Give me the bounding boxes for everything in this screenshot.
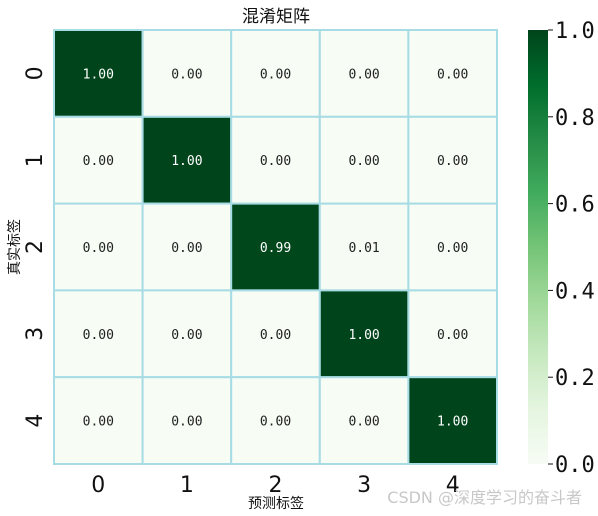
cell-value-label: 0.00 xyxy=(348,415,379,430)
cell-value-label: 0.00 xyxy=(171,241,202,256)
heatmap-cell xyxy=(53,29,144,118)
y-tick-label: 4 xyxy=(23,414,48,428)
x-tick-label: 4 xyxy=(446,473,460,498)
y-tick-label: 0 xyxy=(23,66,48,80)
x-axis-label: 预测标签 xyxy=(248,495,304,512)
x-tick-labels: 0 1 2 3 4 xyxy=(91,473,459,498)
colorbar-tick-label: 0.6 xyxy=(555,193,595,218)
heatmap-cell xyxy=(53,115,144,205)
heatmap-cell xyxy=(407,115,498,205)
y-tick-label: 1 xyxy=(23,153,48,167)
cell-value-label: 0.00 xyxy=(437,241,468,256)
cell-value-label: 0.00 xyxy=(171,328,202,343)
heatmap-cell xyxy=(53,289,144,379)
colorbar xyxy=(528,30,548,464)
cell-value-label: 0.00 xyxy=(83,328,114,343)
x-tick-label: 2 xyxy=(269,473,283,498)
x-tick-label: 0 xyxy=(91,473,105,498)
y-axis-label: 真实标签 xyxy=(6,219,23,275)
colorbar-tick-label: 0.8 xyxy=(555,106,595,131)
colorbar-tick-label: 0.2 xyxy=(555,366,595,391)
cell-value-label: 0.00 xyxy=(437,154,468,169)
cell-value-label: 1.00 xyxy=(437,415,468,430)
cell-value-label: 0.00 xyxy=(437,328,468,343)
cell-value-label: 1.00 xyxy=(171,154,202,169)
cell-value-label: 0.01 xyxy=(348,241,379,256)
y-tick-labels: 0 1 2 3 4 xyxy=(23,66,48,427)
heatmap-cell xyxy=(141,202,233,292)
heatmap-cell xyxy=(230,289,321,379)
cell-value-label: 0.99 xyxy=(260,241,291,256)
heatmap-cell xyxy=(318,289,410,379)
cell-value-label: 0.00 xyxy=(171,67,202,82)
y-tick-label: 2 xyxy=(23,240,48,254)
cell-value-label: 0.00 xyxy=(260,415,291,430)
cell-value-label: 0.00 xyxy=(83,415,114,430)
chart-title: 混淆矩阵 xyxy=(242,7,310,27)
heatmap-cell xyxy=(407,376,498,466)
colorbar-tick-label: 0.0 xyxy=(555,453,595,478)
heatmap-cell xyxy=(53,376,144,466)
heatmap-cell xyxy=(141,289,233,379)
cell-value-label: 1.00 xyxy=(83,67,114,82)
heatmap-cell xyxy=(141,29,233,118)
colorbar-ticks: 0.0 0.2 0.4 0.6 0.8 1.0 xyxy=(548,19,595,478)
cell-value-label: 0.00 xyxy=(348,67,379,82)
heatmap-cell xyxy=(318,202,410,292)
x-tick-label: 3 xyxy=(357,473,371,498)
cell-value-label: 0.00 xyxy=(83,241,114,256)
colorbar-tick-label: 0.4 xyxy=(555,279,595,304)
watermark: CSDN @深度学习的奋斗者 xyxy=(387,488,582,507)
heatmap-cell xyxy=(230,376,321,466)
cell-value-label: 0.00 xyxy=(260,154,291,169)
heatmap-cell xyxy=(230,115,321,205)
heatmap-cells: 1.00 0.00 0.00 0.00 0.00 0.00 1.00 0.00 0.00 0.00… xyxy=(53,29,498,466)
cell-value-label: 1.00 xyxy=(348,328,379,343)
cell-value-label: 0.00 xyxy=(260,67,291,82)
cell-value-label: 0.00 xyxy=(260,328,291,343)
heatmap-cell xyxy=(141,376,233,466)
cell-value-label: 0.00 xyxy=(171,415,202,430)
heatmap-cell xyxy=(407,289,498,379)
cell-value-label: 0.00 xyxy=(348,154,379,169)
colorbar-tick-label: 1.0 xyxy=(555,19,595,44)
x-tick-label: 1 xyxy=(180,473,194,498)
cell-value-label: 0.00 xyxy=(83,154,114,169)
cell-value-label: 0.00 xyxy=(437,67,468,82)
y-tick-label: 3 xyxy=(23,327,48,341)
